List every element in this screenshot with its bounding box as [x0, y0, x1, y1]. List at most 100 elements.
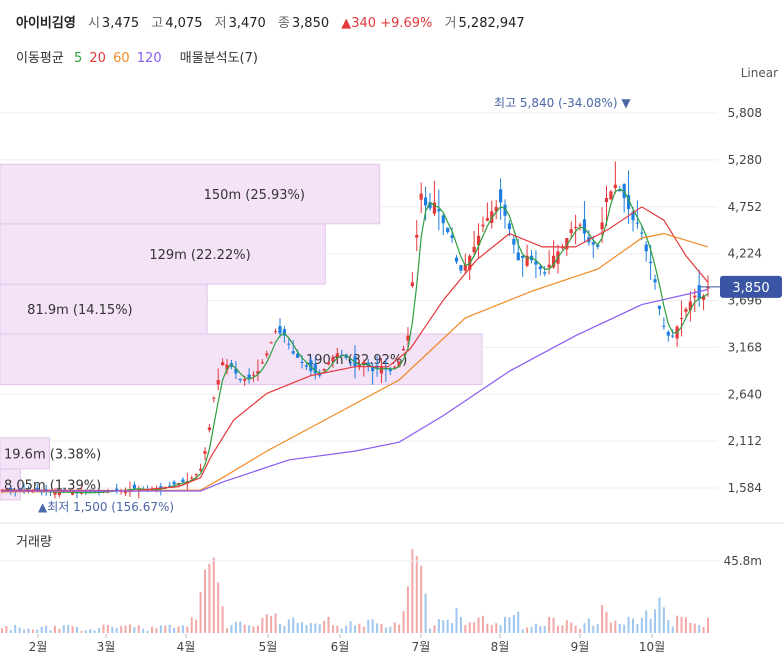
volume-bar: [477, 617, 480, 633]
volume-bar: [45, 625, 48, 633]
volume-bar: [437, 619, 440, 633]
volume-bar: [340, 628, 343, 633]
volume-profile-bar: [0, 223, 326, 285]
volume-profile-label: 129m (22.22%): [149, 248, 250, 263]
y-tick-label: 4,224: [728, 247, 762, 261]
candle: [379, 366, 384, 374]
volume-bar: [420, 565, 423, 633]
volume-bar: [406, 586, 409, 633]
volume-bar: [698, 624, 701, 633]
volume-bar: [424, 593, 427, 633]
volume-profile-bar: [0, 333, 483, 385]
ma120-period[interactable]: 120: [136, 51, 162, 66]
volume-bar: [504, 616, 507, 633]
volume-bar: [556, 625, 559, 633]
candle: [574, 226, 578, 229]
volume-bar: [464, 624, 467, 633]
volume-bar: [58, 628, 61, 633]
ma5-period[interactable]: 5: [73, 51, 83, 66]
volume-bar: [367, 619, 370, 633]
volume-bar: [226, 628, 229, 633]
volume-bar: [102, 624, 105, 633]
volume-profile-label[interactable]: 매물분석도(7): [179, 51, 258, 66]
close-value: 3,850: [291, 16, 330, 31]
candle: [238, 378, 242, 381]
change-value: ▲340 +9.69%: [341, 16, 433, 31]
candle: [525, 255, 529, 266]
candle: [626, 195, 631, 210]
volume-bar: [181, 625, 184, 633]
ma20-line: [1, 206, 709, 492]
volume-bar: [128, 624, 131, 633]
volume-bar: [636, 624, 639, 633]
candle: [653, 279, 657, 283]
candle: [609, 191, 613, 200]
candle: [194, 474, 198, 476]
volume-bar: [133, 627, 136, 633]
candle: [415, 235, 419, 238]
candle: [57, 492, 61, 496]
candle: [278, 326, 282, 334]
candle: [159, 486, 163, 489]
volume-bar: [526, 627, 529, 633]
volume-bar: [76, 626, 79, 633]
volume-bar: [27, 628, 30, 633]
ma120-line: [2, 288, 709, 492]
candle: [331, 357, 335, 362]
volume-bar: [521, 629, 524, 633]
candle: [494, 206, 498, 212]
volume-bar: [459, 616, 462, 633]
volume-bar: [354, 625, 356, 633]
volume-bar: [146, 630, 149, 633]
volume-bar: [380, 623, 383, 633]
candle: [684, 309, 688, 312]
candle: [362, 362, 366, 366]
ma20-period[interactable]: 20: [89, 51, 106, 66]
x-tick-label: 8월: [491, 640, 510, 654]
ma-label[interactable]: 이동평균: [16, 51, 64, 66]
candle: [441, 215, 445, 224]
volume-profile-label: 81.9m (14.15%): [27, 303, 132, 318]
volume-bar: [314, 623, 317, 633]
volume-bar: [649, 618, 652, 633]
volume-bar: [495, 623, 498, 633]
candle: [71, 492, 75, 495]
volume-bar: [543, 625, 546, 633]
candle: [406, 335, 410, 341]
volume-profile-bar: [0, 283, 208, 335]
volume-bar: [570, 622, 573, 633]
candle: [384, 368, 388, 370]
volume-bar: [296, 622, 299, 633]
candle: [53, 492, 57, 495]
x-tick-label: 5월: [259, 640, 278, 654]
volume-bar: [583, 623, 586, 633]
volume-bar: [203, 569, 206, 633]
volume-bar: [190, 617, 193, 633]
volume-bar: [490, 624, 493, 633]
volume-bar: [23, 629, 26, 633]
volume-bar: [508, 617, 511, 633]
volume-bar: [292, 617, 295, 633]
candle: [635, 222, 639, 224]
stock-name[interactable]: 아이비김영: [16, 16, 76, 31]
volume-bar: [658, 597, 661, 633]
candle: [397, 362, 401, 367]
volume-bar: [429, 628, 432, 633]
volume-bar: [98, 627, 101, 633]
candle: [560, 246, 564, 249]
volume-bar: [80, 630, 83, 633]
candle: [565, 238, 569, 250]
scale-label[interactable]: Linear: [740, 66, 778, 80]
candle: [9, 488, 13, 491]
candle: [115, 488, 119, 491]
candle: [446, 227, 450, 233]
volume-label: 거: [444, 16, 457, 31]
ma60-period[interactable]: 60: [113, 51, 130, 66]
candle: [472, 246, 476, 253]
volume-bar: [186, 626, 189, 633]
volume-bar: [261, 617, 264, 633]
x-tick-label: 9월: [571, 640, 590, 654]
y-tick-label: 4,752: [728, 200, 762, 214]
candle: [582, 219, 587, 234]
